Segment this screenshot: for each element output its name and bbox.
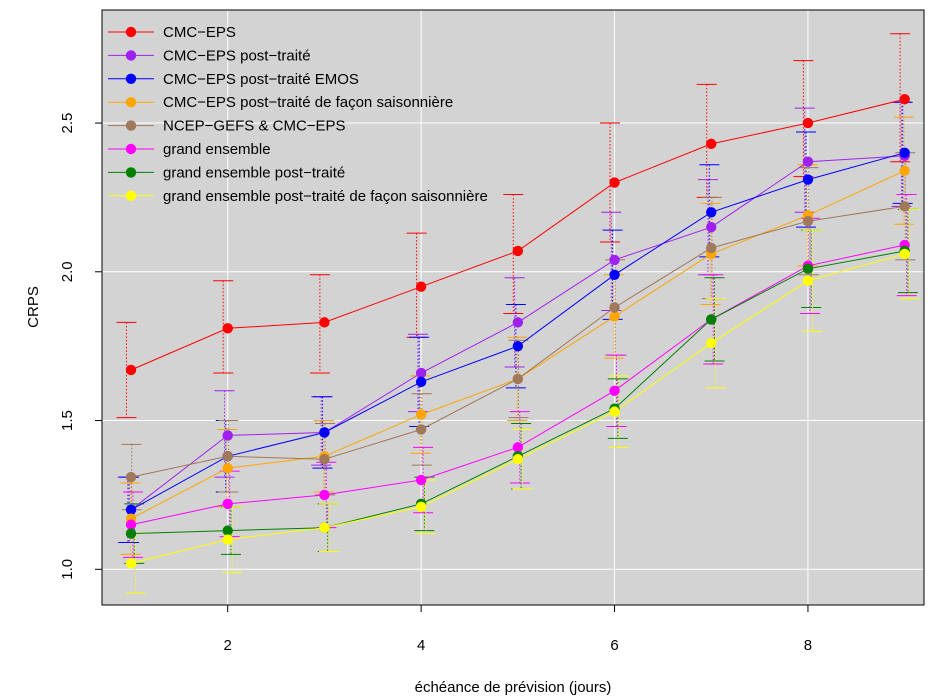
legend-label: grand ensemble post−traité <box>163 164 345 181</box>
data-point <box>319 317 330 328</box>
data-point <box>609 302 620 313</box>
legend-label: grand ensemble post−traité de façon sais… <box>163 188 488 205</box>
x-tick-label: 8 <box>804 637 812 654</box>
data-point <box>319 427 330 438</box>
data-point <box>512 454 524 465</box>
plot-frame <box>101 9 925 606</box>
data-point <box>125 504 137 515</box>
data-point <box>802 174 814 185</box>
data-point <box>222 498 233 510</box>
data-point <box>415 376 427 388</box>
legend-marker <box>125 143 137 155</box>
data-point <box>899 201 910 212</box>
data-point <box>125 471 137 483</box>
legend: CMC−EPS CMC−EPS post−traité CMC−EPS post−t… <box>108 24 488 205</box>
data-point <box>609 406 620 417</box>
data-point <box>125 519 137 530</box>
y-tick-label: 2.5 <box>59 113 76 134</box>
data-point <box>512 317 524 328</box>
data-point <box>415 367 427 379</box>
y-tick-label: 2.0 <box>59 261 76 282</box>
legend-marker <box>125 97 137 108</box>
data-point <box>899 94 910 105</box>
data-point <box>706 221 717 233</box>
data-point <box>802 275 814 286</box>
x-axis-label: échéance de prévision (jours) <box>415 679 612 696</box>
data-point <box>609 269 620 280</box>
data-point <box>899 165 910 176</box>
data-point <box>802 117 814 129</box>
y-tick-label: 1.0 <box>59 559 76 580</box>
legend-marker <box>125 120 137 131</box>
data-point <box>222 462 233 474</box>
legend-marker <box>125 73 137 85</box>
data-point <box>415 474 427 486</box>
data-point <box>609 177 620 188</box>
data-point <box>706 242 717 254</box>
data-point <box>609 311 620 322</box>
x-tick-label: 4 <box>417 637 425 654</box>
data-point <box>802 156 814 167</box>
legend-marker <box>125 26 137 38</box>
data-point <box>512 245 524 257</box>
data-point <box>415 424 427 435</box>
data-point <box>706 338 717 349</box>
x-axis: 2 4 6 8 <box>224 605 812 654</box>
y-tick-label: 1.5 <box>59 410 76 431</box>
data-point <box>706 207 717 218</box>
data-point <box>222 534 233 545</box>
data-point <box>802 216 814 227</box>
data-point <box>512 340 524 352</box>
series-points <box>125 94 910 569</box>
legend-label: NCEP−GEFS & CMC−EPS <box>163 118 346 135</box>
data-point <box>415 281 427 292</box>
legend-marker <box>125 167 137 178</box>
legend-label: CMC−EPS post−traité de façon saisonnière <box>163 94 453 111</box>
data-point <box>706 314 717 325</box>
data-point <box>899 147 910 158</box>
data-point <box>609 254 620 266</box>
y-axis: 1.0 1.5 2.0 2.5 <box>59 113 102 580</box>
data-point <box>706 138 717 150</box>
data-point <box>222 525 233 536</box>
data-point <box>319 522 330 533</box>
data-point <box>415 501 427 513</box>
legend-label: CMC−EPS <box>163 24 236 41</box>
data-point <box>125 364 137 376</box>
data-point <box>609 385 620 396</box>
data-point <box>512 373 524 385</box>
data-point <box>899 248 910 260</box>
legend-label: grand ensemble <box>163 141 271 158</box>
x-tick-label: 2 <box>224 637 232 654</box>
legend-label: CMC−EPS post−traité EMOS <box>163 71 359 88</box>
data-point <box>319 489 330 501</box>
data-point <box>222 430 233 441</box>
data-point <box>125 528 137 539</box>
data-point <box>319 454 330 465</box>
x-tick-label: 6 <box>610 637 618 654</box>
data-point <box>222 451 233 462</box>
y-axis-label: CRPS <box>25 286 42 328</box>
data-point <box>125 558 137 569</box>
legend-label: CMC−EPS post−traité <box>163 47 311 64</box>
legend-marker <box>125 50 137 61</box>
data-point <box>512 442 524 453</box>
legend-marker <box>125 190 137 201</box>
data-point <box>415 409 427 420</box>
data-point <box>802 263 814 275</box>
data-point <box>222 323 233 334</box>
